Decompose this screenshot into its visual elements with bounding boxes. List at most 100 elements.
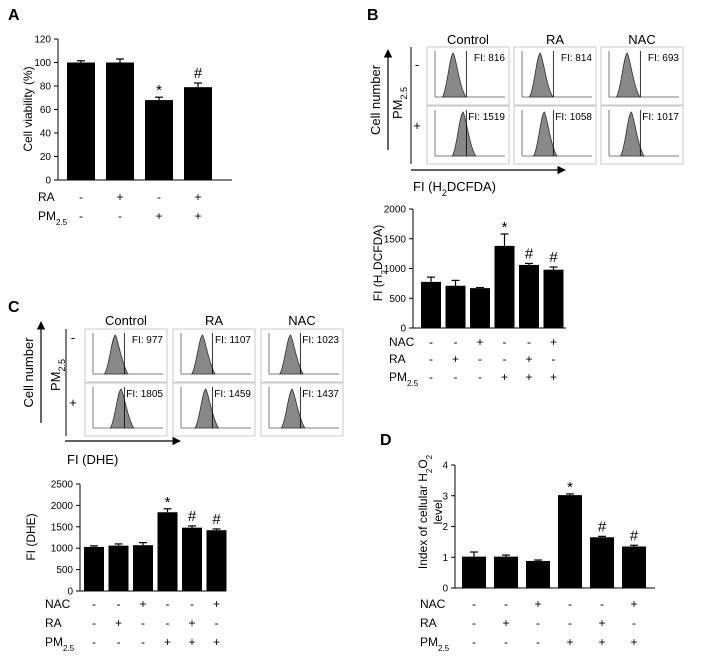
chart-c-treatment-sign: - xyxy=(141,635,145,649)
panel-label-c: C xyxy=(8,299,20,316)
chart-b-bar xyxy=(543,269,564,328)
flow-c-histogram xyxy=(84,328,168,383)
chart-d-treatment-sign: + xyxy=(566,635,573,649)
chart-d-significance-mark: # xyxy=(630,527,639,544)
chart-b-treatment-sign: + xyxy=(550,335,557,349)
chart-c-treatment-sign: - xyxy=(215,616,219,630)
flow-b-fi-value: FI: 693 xyxy=(648,53,680,64)
chart-b-bar xyxy=(445,285,466,328)
chart-c-pm-key: PM2.5 xyxy=(45,635,75,653)
histogram-peak xyxy=(190,334,216,375)
flow-b-histogram xyxy=(600,46,684,106)
flow-c-histogram xyxy=(260,382,344,437)
chart-c-treatment-sign: - xyxy=(92,616,96,630)
chart-b-treatments: NAC RA PM2.5 - - + - - + - + - - + - - - - + + + xyxy=(389,335,557,388)
flow-c-group-label: Control xyxy=(105,313,147,328)
chart-d-pm-key: PM2.5 xyxy=(420,635,450,653)
flow-c-pm-sign: - xyxy=(71,330,75,345)
chart-b-treatment-sign: - xyxy=(478,352,482,366)
chart-d-treatment-sign: + xyxy=(598,616,605,630)
chart-b-ytick-label: 2000 xyxy=(384,205,407,216)
chart-c-ytick-label: 0 xyxy=(67,587,73,598)
flow-b-group-label: NAC xyxy=(628,32,655,47)
chart-b-ytick-label: 1500 xyxy=(384,234,407,245)
chart-d-treatment-sign: + xyxy=(630,597,637,611)
chart-a-treatment-sign: + xyxy=(194,209,201,223)
chart-a-significance-mark: * xyxy=(156,82,162,99)
chart-b-treatment-sign: - xyxy=(454,335,458,349)
chart-d-bar xyxy=(462,556,486,588)
histogram-peak xyxy=(280,388,306,429)
flow-c-group-label: RA xyxy=(205,313,223,328)
chart-c-ytick-label: 500 xyxy=(56,565,73,576)
flow-b-histogram xyxy=(600,105,684,165)
flow-c-histogram xyxy=(84,382,168,437)
histogram-peak xyxy=(278,334,304,375)
chart-b-ytick-label: 0 xyxy=(400,324,406,335)
flow-c-histogram xyxy=(172,328,256,383)
flow-b-fi-value: FI: 816 xyxy=(474,53,506,64)
chart-d-treatment-sign: - xyxy=(472,635,476,649)
flow-b-cell-number-label: Cell number xyxy=(368,64,383,135)
flow-b-fi-value: FI: 814 xyxy=(561,53,593,64)
chart-c-treatments: NAC RA PM2.5 - - + - - + - + - - + - - - - + + + xyxy=(45,597,220,653)
chart-d-bar xyxy=(622,546,646,588)
chart-c-treatment-sign: - xyxy=(166,616,170,630)
chart-d-bars: * # # xyxy=(462,479,646,588)
chart-b-treatment-sign: + xyxy=(452,352,459,366)
chart-a-ra-key: RA xyxy=(38,190,55,204)
flow-b-group-label: RA xyxy=(546,32,564,47)
chart-d-yticks: 0 1 2 3 4 xyxy=(442,461,455,595)
chart-b-ra-key: RA xyxy=(389,352,406,366)
chart-a-treatment-sign: - xyxy=(118,209,122,223)
histogram-frame xyxy=(513,46,597,106)
histogram-peak xyxy=(615,52,641,98)
chart-c-treatment-sign: - xyxy=(117,635,121,649)
chart-b-treatment-sign: + xyxy=(476,335,483,349)
histogram-peak xyxy=(109,388,135,429)
chart-a-bar xyxy=(67,62,95,180)
chart-c-ytick-label: 2500 xyxy=(51,480,74,491)
chart-d-ra-key: RA xyxy=(420,616,437,630)
chart-c-treatment-sign: - xyxy=(92,597,96,611)
chart-a-treatment-sign: + xyxy=(116,190,123,204)
chart-d-treatment-sign: - xyxy=(472,597,476,611)
flow-c-fi-axis-label: FI (DHE) xyxy=(67,452,118,467)
chart-c-ytick-label: 1000 xyxy=(51,544,74,555)
flow-b: Control RA NAC FI: 816 FI: 814 FI: 693 - FI: 15… xyxy=(368,32,684,198)
chart-d-treatment-sign: + xyxy=(630,635,637,649)
flow-c-histogram xyxy=(260,328,344,383)
chart-b-ytick-label: 500 xyxy=(389,294,406,305)
chart-d-treatment-sign: - xyxy=(568,597,572,611)
chart-c-bar xyxy=(157,512,178,591)
chart-c-treatment-sign: - xyxy=(117,597,121,611)
chart-b-nac-key: NAC xyxy=(389,335,415,349)
chart-a-ytick-label: 60 xyxy=(40,105,52,116)
chart-c-ytick-label: 2000 xyxy=(51,501,74,512)
chart-c-treatment-sign: + xyxy=(188,616,195,630)
chart-c-treatment-sign: - xyxy=(92,635,96,649)
chart-c-significance-mark: # xyxy=(188,508,197,525)
chart-a-bars: *# xyxy=(67,58,212,180)
chart-c-treatment-sign: + xyxy=(213,635,220,649)
chart-c-yticks: 0 500 1000 1500 2000 2500 xyxy=(51,480,80,598)
chart-c-bar xyxy=(182,527,202,591)
chart-a-bar xyxy=(184,87,212,180)
chart-d-ytick-label: 2 xyxy=(442,522,448,533)
chart-d-treatment-sign: - xyxy=(504,635,508,649)
flow-b-histogram xyxy=(513,105,597,165)
chart-b-ytick-label: 1000 xyxy=(384,264,407,275)
chart-c-treatment-sign: + xyxy=(213,597,220,611)
flow-b-pm-sign: + xyxy=(413,118,421,133)
chart-c-treatment-sign: - xyxy=(166,597,170,611)
chart-c: FI (DHE) 0 500 1000 1500 2000 2500 * # # NAC RA… xyxy=(24,480,227,653)
flow-b-pm-sign: - xyxy=(415,57,419,72)
flow-b-histogram xyxy=(426,105,510,165)
chart-d-treatment-sign: + xyxy=(598,635,605,649)
flow-b-fi-value: FI: 1017 xyxy=(642,112,679,123)
chart-c-ytick-label: 1500 xyxy=(51,522,74,533)
chart-a-ytick-label: 20 xyxy=(40,152,52,163)
chart-d-treatments: NAC RA PM2.5 - - + - - + - + - - + - - - - + + + xyxy=(420,597,638,653)
chart-d-ytick-label: 4 xyxy=(442,461,448,472)
flow-c: Control RA NAC FI: 977 FI: 1107 FI: 1023 - FI: … xyxy=(21,313,344,467)
